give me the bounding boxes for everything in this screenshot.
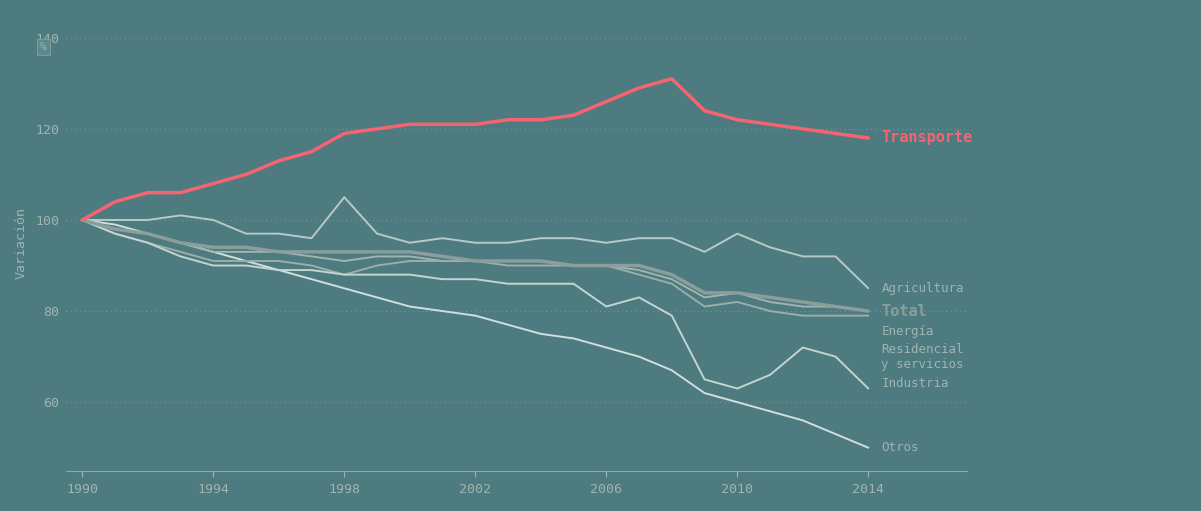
- Text: Otros: Otros: [882, 441, 919, 454]
- Y-axis label: Variación: Variación: [14, 207, 28, 278]
- Text: Industria: Industria: [882, 378, 949, 390]
- Text: Transporte: Transporte: [882, 130, 973, 146]
- Text: Residencial
y servicios: Residencial y servicios: [882, 342, 964, 370]
- Text: Agricultura: Agricultura: [882, 282, 964, 295]
- Text: Energía: Energía: [882, 325, 934, 338]
- Text: %: %: [40, 42, 47, 52]
- Text: Total: Total: [882, 304, 927, 318]
